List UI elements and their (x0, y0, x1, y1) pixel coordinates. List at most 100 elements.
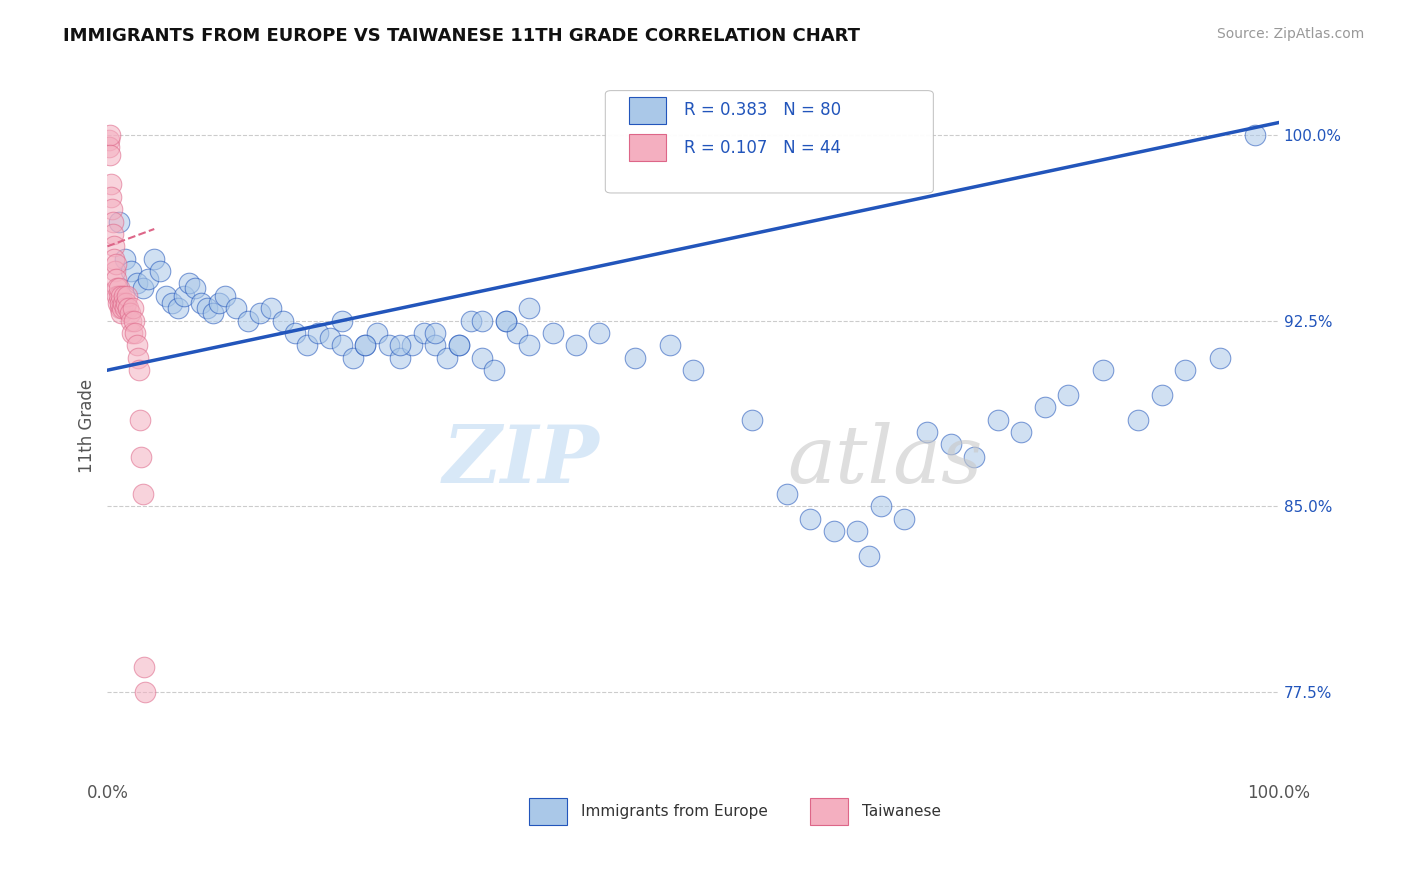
Bar (628, 135, 666, 161)
Text: Source: ZipAtlas.com: Source: ZipAtlas.com (1216, 27, 1364, 41)
Point (682, 363, 704, 377)
Point (260, 301, 283, 316)
Point (103, 227, 125, 241)
Point (225, 301, 247, 316)
Point (97, 133, 120, 147)
Point (98, 128, 121, 142)
Point (271, 313, 294, 327)
Point (214, 289, 236, 303)
Point (132, 660, 155, 674)
Point (103, 252, 125, 266)
Point (111, 296, 134, 310)
Point (124, 326, 146, 340)
Point (366, 326, 388, 340)
Point (138, 271, 160, 285)
Text: R = 0.107   N = 44: R = 0.107 N = 44 (683, 139, 841, 157)
Point (1150, 388, 1173, 402)
Point (425, 326, 447, 340)
Point (120, 313, 142, 327)
Point (118, 306, 141, 320)
Bar (810, 797, 848, 825)
Point (471, 313, 494, 327)
Point (963, 450, 986, 464)
Point (658, 338, 681, 352)
Point (128, 363, 150, 377)
Text: Immigrants from Europe: Immigrants from Europe (581, 804, 768, 819)
Point (1209, 351, 1232, 365)
Point (495, 313, 517, 327)
Point (799, 512, 821, 526)
Point (249, 306, 271, 320)
Point (1174, 363, 1197, 377)
Point (122, 301, 145, 316)
Point (155, 289, 177, 303)
Text: ZIP: ZIP (443, 423, 599, 500)
Point (869, 500, 891, 514)
Point (105, 289, 128, 303)
Point (190, 296, 212, 310)
Point (100, 178, 122, 192)
Point (1128, 413, 1150, 427)
Point (460, 313, 482, 327)
Point (104, 264, 127, 278)
Point (389, 351, 412, 365)
Point (143, 252, 166, 266)
Point (117, 301, 139, 316)
Point (173, 289, 195, 303)
Point (101, 202, 124, 217)
Point (846, 524, 869, 538)
Text: Taiwanese: Taiwanese (862, 804, 941, 819)
Point (917, 425, 939, 439)
Point (377, 338, 399, 352)
Point (108, 281, 131, 295)
Point (160, 296, 183, 310)
Point (295, 338, 318, 352)
Point (131, 281, 153, 295)
Point (114, 252, 136, 266)
Point (1057, 388, 1080, 402)
Point (101, 214, 124, 228)
Point (98, 140, 121, 154)
Point (1244, 128, 1267, 142)
Point (100, 190, 122, 204)
Point (319, 331, 342, 345)
Point (129, 413, 152, 427)
Point (125, 277, 148, 291)
Bar (628, 97, 666, 124)
Point (425, 338, 447, 352)
Point (131, 450, 153, 464)
Point (124, 313, 146, 327)
Point (104, 257, 127, 271)
Point (541, 326, 564, 340)
Point (1033, 401, 1056, 415)
Point (436, 351, 458, 365)
Point (506, 326, 529, 340)
Bar (529, 797, 567, 825)
Point (858, 549, 880, 563)
Point (98, 147, 121, 161)
Point (1092, 363, 1115, 377)
FancyBboxPatch shape (606, 91, 934, 193)
Y-axis label: 11th Grade: 11th Grade (79, 379, 96, 473)
Point (110, 296, 132, 310)
Point (354, 338, 377, 352)
Point (495, 313, 517, 327)
Point (623, 351, 645, 365)
Point (107, 296, 129, 310)
Point (103, 239, 125, 253)
Point (823, 524, 845, 538)
Point (471, 351, 494, 365)
Point (342, 351, 364, 365)
Point (114, 301, 136, 316)
Point (131, 487, 153, 501)
Point (112, 289, 135, 303)
Point (893, 512, 915, 526)
Point (166, 301, 188, 316)
Point (117, 289, 139, 303)
Point (179, 277, 201, 291)
Text: IMMIGRANTS FROM EUROPE VS TAIWANESE 11TH GRADE CORRELATION CHART: IMMIGRANTS FROM EUROPE VS TAIWANESE 11TH… (63, 27, 860, 45)
Point (110, 306, 132, 320)
Point (588, 326, 610, 340)
Point (987, 413, 1010, 427)
Point (108, 301, 131, 316)
